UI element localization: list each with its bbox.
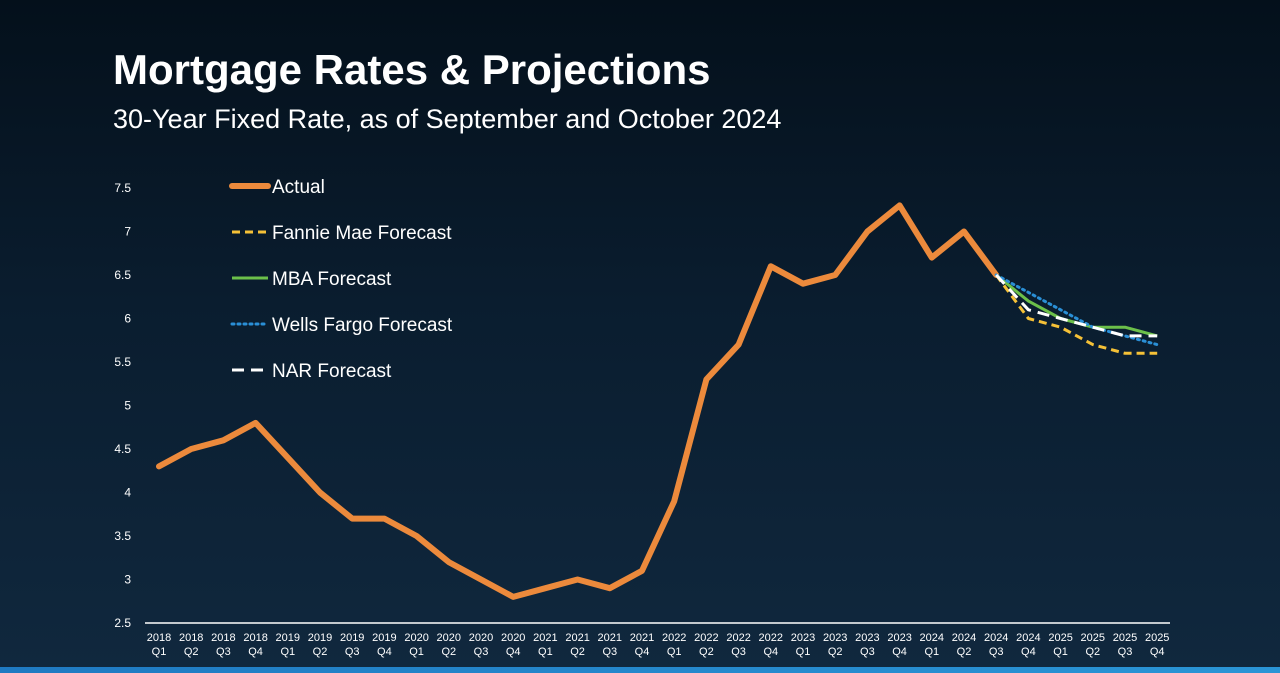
y-tick-label: 7 xyxy=(124,225,131,239)
y-tick-label: 5.5 xyxy=(114,355,131,369)
x-tick-year: 2018 xyxy=(243,632,267,644)
x-tick-quarter: Q2 xyxy=(828,646,843,658)
y-tick-label: 4 xyxy=(124,486,131,500)
x-tick-year: 2025 xyxy=(1113,632,1137,644)
x-tick-year: 2024 xyxy=(920,632,944,644)
x-tick-quarter: Q3 xyxy=(602,646,617,658)
x-tick-quarter: Q4 xyxy=(506,646,521,658)
x-tick-year: 2024 xyxy=(952,632,976,644)
x-tick-year: 2019 xyxy=(276,632,300,644)
x-tick-year: 2021 xyxy=(565,632,589,644)
y-tick-label: 6.5 xyxy=(114,268,131,282)
x-tick-year: 2021 xyxy=(533,632,557,644)
x-tick-year: 2019 xyxy=(308,632,332,644)
x-tick-year: 2020 xyxy=(404,632,428,644)
chart-title: Mortgage Rates & Projections xyxy=(113,46,711,93)
x-tick-quarter: Q3 xyxy=(860,646,875,658)
chart-subtitle: 30-Year Fixed Rate, as of September and … xyxy=(113,104,782,134)
x-tick-year: 2023 xyxy=(855,632,879,644)
x-tick-quarter: Q1 xyxy=(409,646,424,658)
y-tick-label: 7.5 xyxy=(114,181,131,195)
x-tick-year: 2019 xyxy=(340,632,364,644)
x-tick-year: 2018 xyxy=(179,632,203,644)
legend-label: NAR Forecast xyxy=(272,361,392,382)
series-line-fannie-mae-forecast xyxy=(994,274,1158,355)
x-tick-year: 2022 xyxy=(726,632,750,644)
x-tick-quarter: Q2 xyxy=(699,646,714,658)
x-tick-quarter: Q4 xyxy=(1150,646,1165,658)
x-tick-quarter: Q2 xyxy=(441,646,456,658)
x-tick-year: 2024 xyxy=(984,632,1008,644)
x-tick-quarter: Q3 xyxy=(1118,646,1133,658)
x-tick-quarter: Q1 xyxy=(1053,646,1068,658)
legend-label: Actual xyxy=(272,177,325,198)
x-tick-year: 2025 xyxy=(1048,632,1072,644)
x-tick-year: 2025 xyxy=(1145,632,1169,644)
x-tick-quarter: Q4 xyxy=(635,646,650,658)
x-tick-quarter: Q2 xyxy=(570,646,585,658)
x-tick-quarter: Q4 xyxy=(377,646,392,658)
x-tick-quarter: Q1 xyxy=(667,646,682,658)
x-tick-quarter: Q3 xyxy=(345,646,360,658)
x-tick-year: 2018 xyxy=(147,632,171,644)
x-tick-quarter: Q4 xyxy=(892,646,907,658)
y-axis: 2.5 3 3.5 4 4.5 5 5.5 6 6.5 7 7.5 xyxy=(114,181,131,630)
x-tick-quarter: Q2 xyxy=(184,646,199,658)
x-tick-quarter: Q3 xyxy=(989,646,1004,658)
series-line-mba-forecast xyxy=(995,273,1158,338)
x-tick-year: 2022 xyxy=(759,632,783,644)
x-tick-year: 2021 xyxy=(630,632,654,644)
x-tick-year: 2022 xyxy=(662,632,686,644)
x-tick-quarter: Q3 xyxy=(731,646,746,658)
x-tick-year: 2022 xyxy=(694,632,718,644)
x-tick-quarter: Q1 xyxy=(538,646,553,658)
x-tick-quarter: Q4 xyxy=(763,646,778,658)
x-tick-year: 2025 xyxy=(1081,632,1105,644)
x-tick-year: 2024 xyxy=(1016,632,1040,644)
y-tick-label: 3 xyxy=(124,573,131,587)
series-line-nar-forecast xyxy=(995,273,1158,338)
x-tick-quarter: Q1 xyxy=(796,646,811,658)
x-tick-quarter: Q2 xyxy=(313,646,328,658)
legend: Actual Fannie Mae Forecast MBA Forecast Wel… xyxy=(229,177,453,382)
x-tick-quarter: Q4 xyxy=(1021,646,1036,658)
x-tick-year: 2019 xyxy=(372,632,396,644)
x-tick-year: 2020 xyxy=(437,632,461,644)
x-tick-quarter: Q1 xyxy=(280,646,295,658)
bottom-accent-bar xyxy=(0,667,1280,673)
x-tick-quarter: Q4 xyxy=(248,646,263,658)
x-tick-quarter: Q2 xyxy=(957,646,972,658)
x-tick-year: 2023 xyxy=(791,632,815,644)
y-tick-label: 3.5 xyxy=(114,529,131,543)
legend-label: Wells Fargo Forecast xyxy=(272,315,453,336)
y-tick-label: 6 xyxy=(124,312,131,326)
legend-label: MBA Forecast xyxy=(272,269,392,290)
x-tick-quarter: Q1 xyxy=(152,646,167,658)
series-layer xyxy=(156,202,1159,600)
x-tick-year: 2023 xyxy=(823,632,847,644)
y-tick-label: 2.5 xyxy=(114,616,131,630)
y-tick-label: 5 xyxy=(124,399,131,413)
x-tick-year: 2020 xyxy=(469,632,493,644)
x-tick-year: 2021 xyxy=(598,632,622,644)
x-tick-year: 2020 xyxy=(501,632,525,644)
x-tick-quarter: Q2 xyxy=(1085,646,1100,658)
x-tick-quarter: Q3 xyxy=(474,646,489,658)
y-tick-label: 4.5 xyxy=(114,442,131,456)
x-tick-year: 2023 xyxy=(887,632,911,644)
x-tick-quarter: Q1 xyxy=(924,646,939,658)
x-tick-year: 2018 xyxy=(211,632,235,644)
legend-label: Fannie Mae Forecast xyxy=(272,223,452,244)
x-tick-quarter: Q3 xyxy=(216,646,231,658)
series-line-actual xyxy=(156,202,1000,600)
x-axis: 2018 Q1 2018 Q2 2018 Q3 2018 Q4 2019 Q1 2019 Q2 2019… xyxy=(145,622,1170,658)
